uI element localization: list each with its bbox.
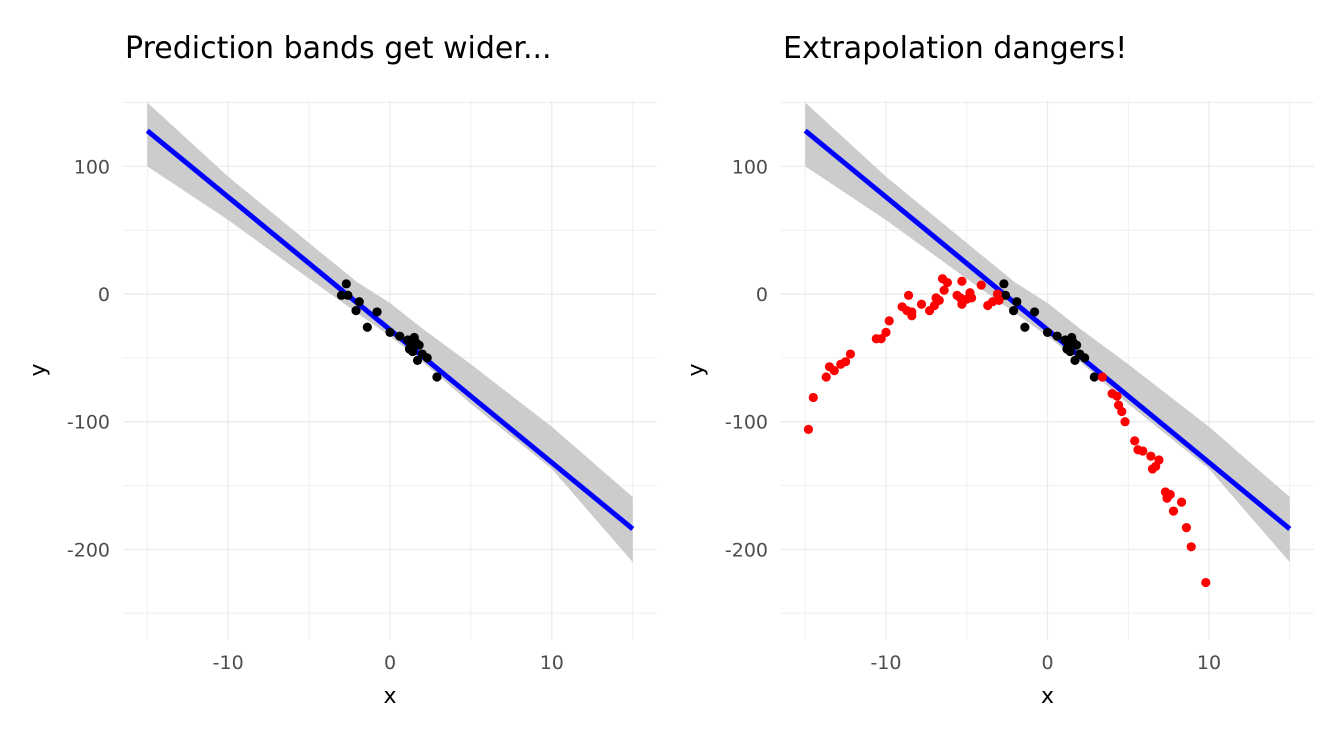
red-data-point	[1138, 446, 1148, 456]
x-axis-label: x	[1041, 684, 1054, 709]
y-tick-label: -100	[725, 412, 768, 434]
black-data-point	[412, 355, 423, 366]
red-data-point	[1146, 451, 1156, 461]
black-data-point	[1008, 306, 1019, 316]
red-data-point	[1181, 523, 1192, 533]
black-data-point	[432, 372, 442, 382]
red-data-point	[841, 357, 851, 367]
red-data-point	[934, 295, 944, 306]
chart-title: Prediction bands get wider...	[125, 31, 552, 66]
black-data-point	[372, 307, 382, 317]
y-tick-label: 0	[98, 284, 110, 306]
black-data-point	[1071, 340, 1082, 350]
red-data-point	[1165, 489, 1175, 500]
black-data-point	[1080, 353, 1090, 363]
y-axis-label: y	[684, 363, 709, 376]
red-data-point	[1120, 417, 1130, 427]
black-data-point	[408, 346, 418, 357]
x-tick-label: -10	[213, 652, 244, 674]
black-data-point	[385, 327, 395, 337]
y-tick-label: 100	[74, 156, 110, 178]
x-tick-label: 10	[540, 652, 564, 674]
x-tick-label: 0	[1041, 652, 1053, 674]
red-data-point	[916, 299, 927, 309]
black-data-point	[1089, 372, 1099, 382]
red-data-point	[939, 285, 949, 295]
black-data-point	[395, 331, 405, 341]
x-tick-label: -10	[870, 652, 901, 674]
red-data-point	[1117, 406, 1127, 417]
black-data-point	[1012, 297, 1022, 307]
y-tick-label: -200	[725, 539, 768, 561]
red-data-point	[884, 316, 894, 326]
y-tick-label: -100	[67, 412, 110, 434]
y-tick-label: -200	[67, 539, 110, 561]
black-data-point	[336, 290, 347, 300]
black-data-point	[362, 322, 372, 332]
black-data-point	[422, 353, 432, 363]
y-tick-label: 100	[732, 156, 768, 178]
red-data-point	[1097, 372, 1108, 382]
y-tick-label: 0	[756, 284, 768, 306]
red-data-point	[903, 290, 914, 300]
black-points-series	[336, 279, 442, 382]
black-data-point	[343, 290, 353, 300]
black-data-point	[999, 279, 1009, 289]
red-data-point	[1201, 577, 1211, 588]
y-axis-label: y	[26, 363, 51, 376]
red-points-series	[803, 274, 1211, 588]
red-data-point	[1168, 506, 1179, 516]
black-data-point	[1070, 355, 1080, 366]
black-data-point	[351, 306, 361, 316]
red-data-point	[881, 327, 891, 337]
red-data-point	[829, 366, 839, 376]
red-data-point	[821, 372, 831, 382]
red-data-point	[808, 392, 818, 403]
x-tick-label: 10	[1197, 652, 1221, 674]
x-tick-label: 0	[384, 652, 396, 674]
red-data-point	[957, 276, 967, 286]
black-data-point	[341, 279, 351, 289]
black-data-point	[1042, 327, 1053, 337]
red-data-point	[907, 311, 917, 321]
x-axis-label: x	[383, 684, 396, 709]
red-data-point	[876, 334, 886, 344]
black-data-point	[1029, 307, 1040, 317]
red-data-point	[1186, 542, 1196, 552]
black-data-point	[1065, 346, 1075, 357]
black-data-point	[1052, 331, 1062, 341]
red-data-point	[966, 293, 977, 303]
red-data-point	[942, 277, 952, 288]
red-data-point	[1154, 455, 1164, 465]
red-data-point	[845, 349, 856, 359]
black-data-point	[414, 340, 424, 350]
black-data-point	[354, 297, 364, 307]
chart-title: Extrapolation dangers!	[783, 31, 1127, 66]
red-data-point	[1130, 436, 1140, 446]
red-data-point	[976, 280, 986, 290]
black-data-point	[1020, 322, 1030, 332]
red-data-point	[994, 295, 1004, 306]
red-data-point	[1176, 497, 1187, 507]
red-data-point	[1112, 391, 1122, 401]
black-data-point	[1000, 290, 1011, 300]
red-data-point	[803, 424, 814, 434]
